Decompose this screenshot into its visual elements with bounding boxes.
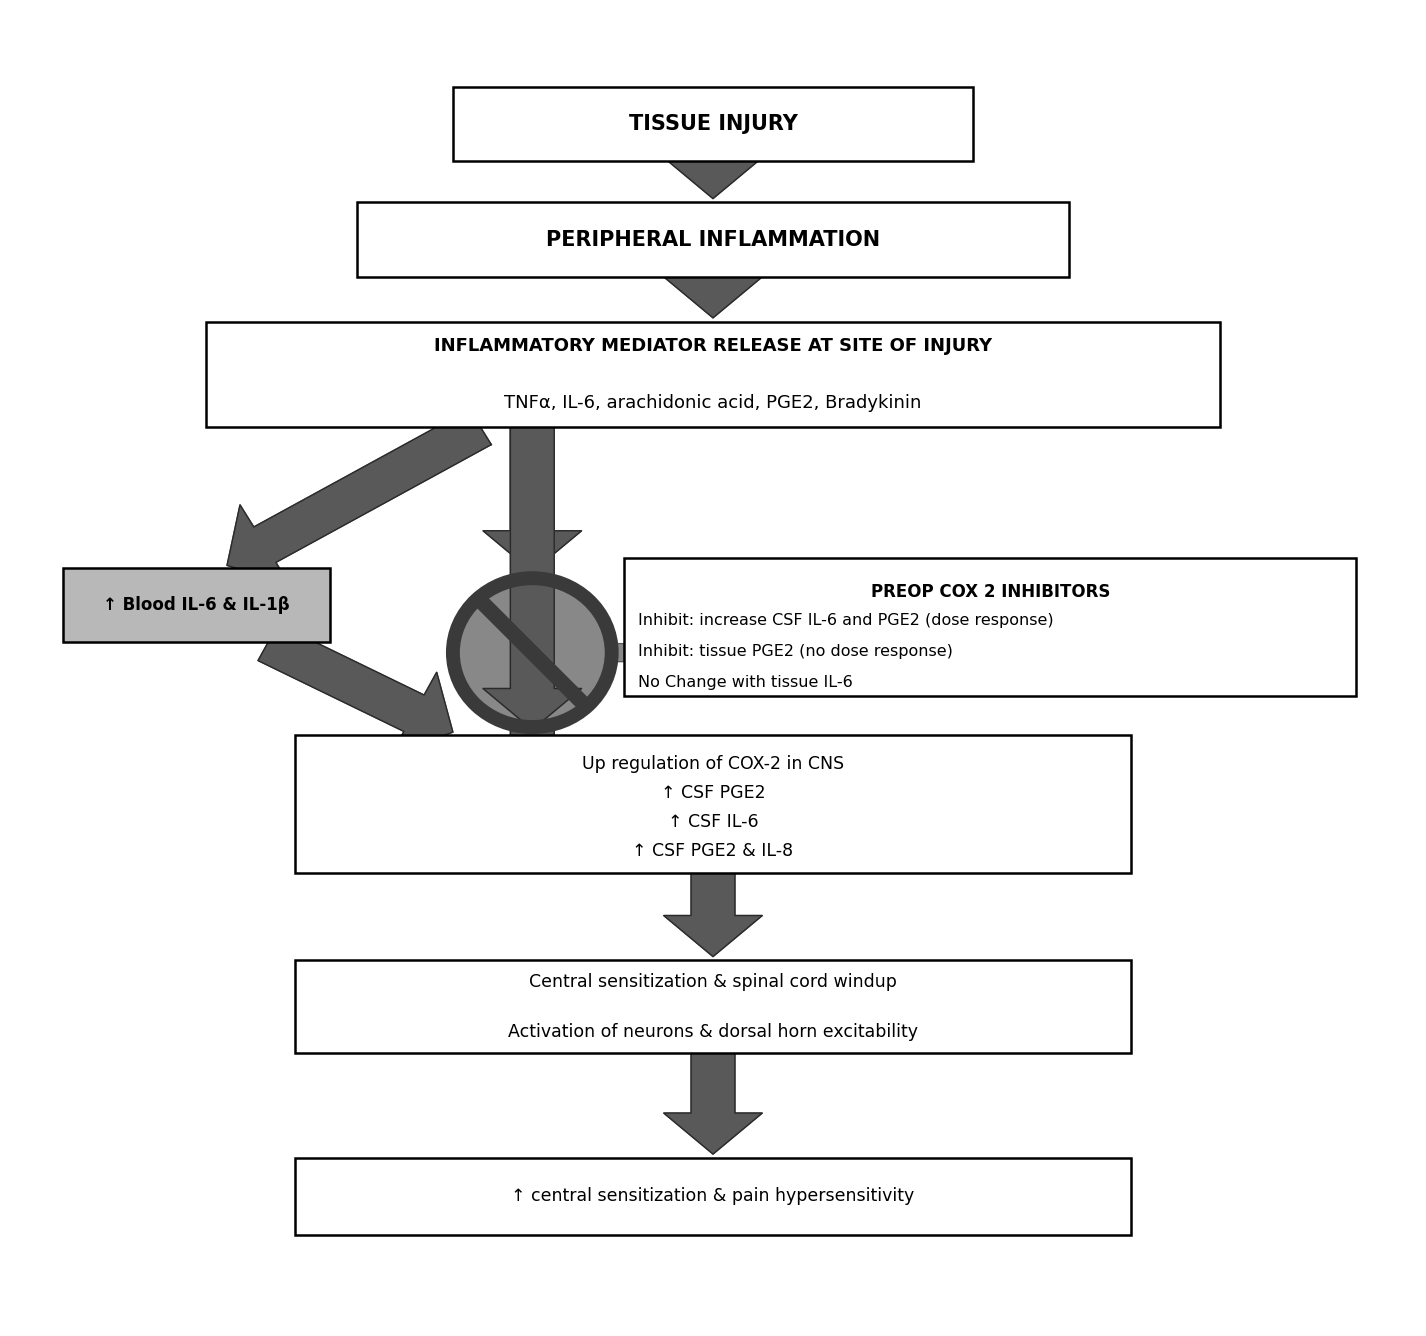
Polygon shape — [663, 277, 763, 318]
Circle shape — [453, 578, 612, 727]
Polygon shape — [483, 428, 582, 729]
FancyBboxPatch shape — [453, 87, 973, 162]
Polygon shape — [663, 1053, 763, 1154]
Text: Inhibit: increase CSF IL-6 and PGE2 (dose response): Inhibit: increase CSF IL-6 and PGE2 (dos… — [637, 613, 1054, 628]
Text: ↑ Blood IL-6 & IL-1β: ↑ Blood IL-6 & IL-1β — [103, 596, 289, 615]
Text: INFLAMMATORY MEDIATOR RELEASE AT SITE OF INJURY: INFLAMMATORY MEDIATOR RELEASE AT SITE OF… — [434, 337, 992, 355]
Text: Inhibit: tissue PGE2 (no dose response): Inhibit: tissue PGE2 (no dose response) — [637, 644, 953, 659]
FancyBboxPatch shape — [625, 557, 1356, 696]
FancyBboxPatch shape — [295, 1158, 1131, 1234]
Text: Up regulation of COX-2 in CNS: Up regulation of COX-2 in CNS — [582, 755, 844, 774]
Text: ↑ CSF PGE2: ↑ CSF PGE2 — [660, 784, 766, 803]
FancyBboxPatch shape — [207, 322, 1219, 428]
Polygon shape — [588, 632, 625, 673]
Text: No Change with tissue IL-6: No Change with tissue IL-6 — [637, 675, 853, 689]
Text: TNFα, IL-6, arachidonic acid, PGE2, Bradykinin: TNFα, IL-6, arachidonic acid, PGE2, Brad… — [505, 394, 921, 411]
Text: PERIPHERAL INFLAMMATION: PERIPHERAL INFLAMMATION — [546, 230, 880, 250]
FancyBboxPatch shape — [295, 961, 1131, 1053]
Polygon shape — [483, 729, 582, 860]
FancyBboxPatch shape — [63, 568, 329, 643]
FancyBboxPatch shape — [356, 203, 1070, 277]
Text: Central sensitization & spinal cord windup: Central sensitization & spinal cord wind… — [529, 973, 897, 991]
Text: ↑ central sensitization & pain hypersensitivity: ↑ central sensitization & pain hypersens… — [512, 1188, 914, 1205]
Polygon shape — [258, 624, 453, 755]
Polygon shape — [483, 428, 582, 572]
Text: ↑ CSF PGE2 & IL-8: ↑ CSF PGE2 & IL-8 — [633, 842, 793, 860]
Polygon shape — [227, 409, 492, 585]
Polygon shape — [663, 874, 763, 957]
Text: PREOP COX 2 INHIBITORS: PREOP COX 2 INHIBITORS — [870, 582, 1109, 601]
Text: Activation of neurons & dorsal horn excitability: Activation of neurons & dorsal horn exci… — [508, 1022, 918, 1041]
FancyBboxPatch shape — [295, 735, 1131, 874]
Polygon shape — [663, 158, 763, 199]
Text: TISSUE INJURY: TISSUE INJURY — [629, 114, 797, 134]
Text: ↑ CSF IL-6: ↑ CSF IL-6 — [667, 814, 759, 831]
